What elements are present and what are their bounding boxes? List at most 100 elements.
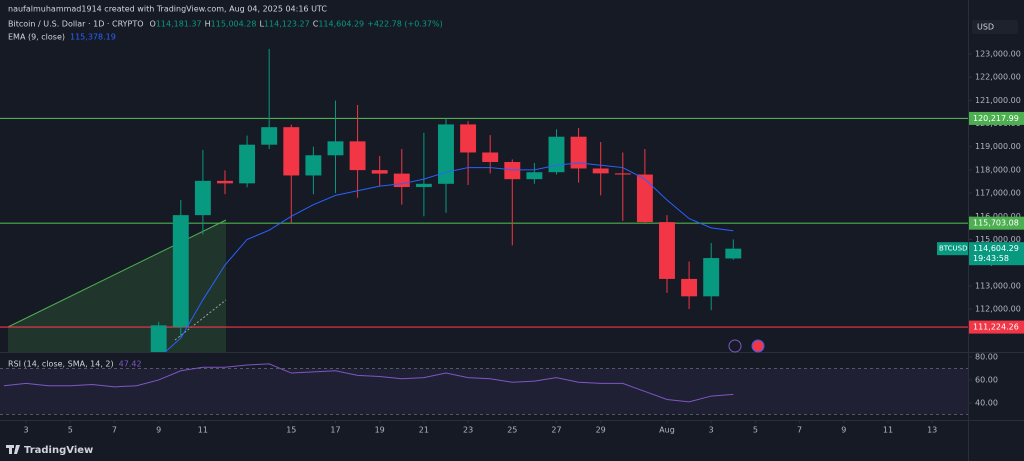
x-tick-label: 3 — [709, 426, 714, 435]
x-tick-label: 5 — [68, 426, 73, 435]
y-tick-label: 60.00 — [975, 375, 998, 384]
x-tick-label: 23 — [463, 426, 473, 435]
level-label: 115,703.08 — [973, 219, 1019, 228]
level-label: 111,224.26 — [973, 323, 1019, 332]
level-label-box — [969, 111, 1024, 125]
ohlc-letter: H — [205, 20, 211, 29]
trend-line — [7, 219, 227, 328]
candle-body — [526, 172, 543, 180]
x-tick-label: 9 — [841, 426, 846, 435]
x-tick-label: Aug — [659, 426, 675, 435]
price-pane — [0, 48, 968, 352]
dotted-line — [174, 299, 227, 341]
y-tick-label: 113,000.00 — [975, 281, 1021, 290]
ohlc-value: 114,604.29 — [318, 20, 364, 29]
x-tick-label: 7 — [112, 426, 117, 435]
candle-body — [504, 161, 521, 180]
symbol-title: Bitcoin / U.S. Dollar · 1D · CRYPTO — [8, 20, 144, 29]
candle-body — [570, 136, 587, 169]
y-tick-label: 118,000.00 — [975, 165, 1021, 174]
overlay-value: 115,378.19 — [70, 33, 116, 42]
shaded-area — [8, 220, 226, 352]
level-label-box — [969, 320, 1024, 334]
last-price-box — [969, 242, 1024, 266]
ohlc-value: 115,004.28 — [211, 20, 257, 29]
candle-body — [659, 222, 675, 279]
y-tick-label: 121,000.00 — [975, 96, 1021, 105]
candle-body — [393, 173, 410, 188]
x-tick-label: 21 — [419, 426, 429, 435]
candle-body — [681, 278, 698, 297]
level-label: 120,217.99 — [973, 114, 1019, 123]
candle-body — [239, 144, 256, 184]
candle-body — [261, 127, 278, 145]
candle-body — [349, 141, 366, 171]
y-tick-label: 119,000.00 — [975, 142, 1021, 151]
y-tick-label: 40.00 — [975, 398, 998, 407]
rsi-band — [0, 368, 968, 415]
countdown: 19:43:58 — [973, 254, 1009, 263]
brand: TradingView — [24, 445, 93, 456]
event-icon[interactable] — [728, 339, 742, 353]
level-label-box — [969, 216, 1024, 230]
x-tick-label: 15 — [286, 426, 296, 435]
candle-body — [614, 173, 631, 175]
candle-body — [194, 180, 211, 216]
y-tick-label: 123,000.00 — [975, 49, 1021, 58]
event-icon[interactable] — [751, 339, 765, 353]
currency-box[interactable] — [972, 20, 1018, 34]
legend: Bitcoin / U.S. Dollar · 1D · CRYPTO O 114… — [8, 20, 443, 42]
ohlc-letter: L — [259, 20, 264, 29]
candle-body — [636, 174, 653, 223]
x-tick-label: 9 — [156, 426, 161, 435]
candle-body — [217, 180, 233, 184]
last-price: 114,604.29 — [973, 244, 1019, 253]
candle-body — [438, 124, 454, 184]
rsi-value: 47.42 — [119, 360, 142, 369]
creator-line: naufalmuhammad1914 created with TradingV… — [8, 5, 327, 14]
last-symbol: BTCUSD — [939, 245, 968, 253]
candle-body — [548, 136, 565, 173]
ema-line — [164, 162, 734, 352]
y-tick-label: 115,000.00 — [975, 235, 1021, 244]
candle-body — [482, 152, 499, 162]
x-tick-label: 27 — [551, 426, 561, 435]
x-tick-label: 11 — [883, 426, 893, 435]
y-tick-label: 112,000.00 — [975, 305, 1021, 314]
y-tick-label: 122,000.00 — [975, 73, 1021, 82]
x-tick-label: 11 — [198, 426, 208, 435]
y-tick-label: 117,000.00 — [975, 189, 1021, 198]
candle-body — [172, 215, 189, 328]
candle-body — [283, 127, 300, 176]
x-tick-label: 25 — [507, 426, 517, 435]
x-tick-label: 3 — [24, 426, 29, 435]
candle-body — [592, 168, 609, 174]
x-tick-label: 17 — [330, 426, 340, 435]
rsi-pane — [0, 363, 968, 415]
candle-body — [150, 325, 167, 352]
overlay-name: EMA (9, close) — [8, 33, 65, 42]
ohlc-letter: C — [313, 20, 319, 29]
x-tick-label: 19 — [375, 426, 385, 435]
last-symbol-box — [937, 242, 968, 256]
ohlc-value: 114,123.27 — [264, 20, 310, 29]
x-tick-label: 13 — [927, 426, 937, 435]
candle-body — [415, 183, 432, 188]
logo — [6, 445, 20, 454]
candle-body — [460, 124, 477, 153]
ohlc-value: 114,181.37 — [156, 20, 202, 29]
candle-body — [703, 258, 720, 297]
candle-body — [327, 141, 344, 156]
ohlc-letter: O — [150, 20, 156, 29]
change: +422.78 (+0.37%) — [367, 20, 443, 29]
candle-body — [305, 155, 322, 176]
drawing — [7, 219, 227, 352]
candle-body — [725, 248, 742, 259]
y-tick-label: 80.00 — [975, 352, 998, 361]
y-tick-label: 116,000.00 — [975, 212, 1021, 221]
candle-body — [371, 170, 388, 174]
x-tick-label: 5 — [753, 426, 758, 435]
x-tick-label: 29 — [596, 426, 606, 435]
